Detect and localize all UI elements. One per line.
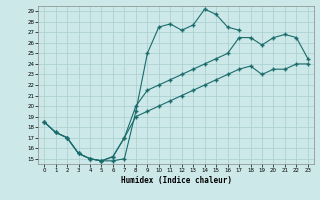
- X-axis label: Humidex (Indice chaleur): Humidex (Indice chaleur): [121, 176, 231, 185]
